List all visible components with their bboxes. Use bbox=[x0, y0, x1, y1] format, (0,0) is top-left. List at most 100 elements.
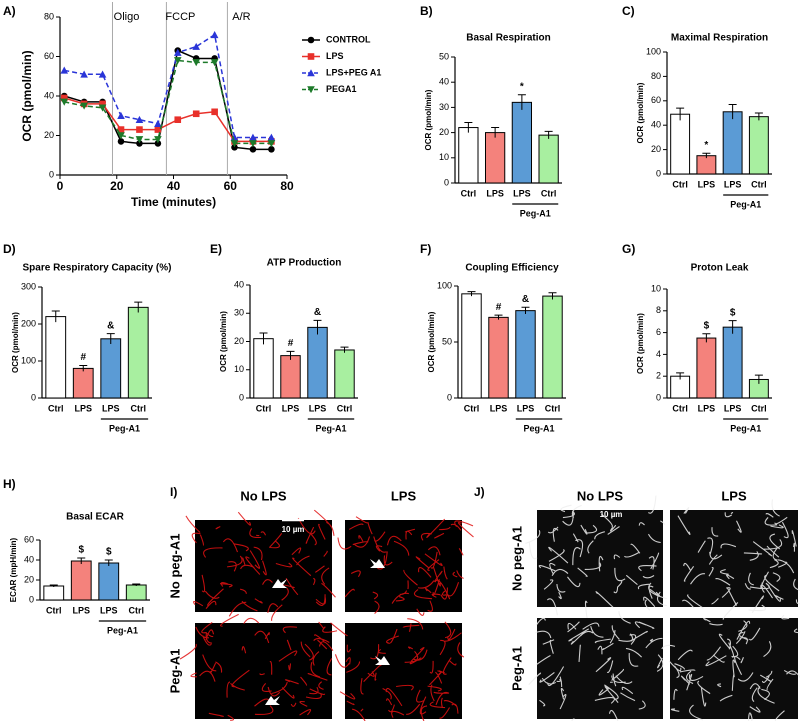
mitochondria bbox=[185, 509, 336, 621]
error-bar bbox=[49, 584, 58, 587]
error-bar bbox=[491, 127, 500, 138]
bar bbox=[70, 560, 92, 601]
y-tick-label: 0 bbox=[656, 392, 661, 402]
panel-label: I) bbox=[170, 485, 177, 499]
x-tick-label: LPS bbox=[282, 403, 300, 413]
x-tick-label: Ctrl bbox=[464, 403, 480, 413]
group-label: Peg-A1 bbox=[523, 423, 554, 433]
phase-label: Oligo bbox=[114, 11, 140, 23]
significance-label: $ bbox=[730, 307, 736, 318]
y-tick-label: 50 bbox=[439, 51, 449, 61]
data-point bbox=[210, 30, 219, 39]
error-bar bbox=[77, 557, 86, 564]
x-tick-label: LPS bbox=[698, 403, 716, 413]
mitochondria bbox=[528, 611, 664, 721]
group-label: Peg-A1 bbox=[107, 625, 138, 635]
x-tick-label: Ctrl bbox=[131, 403, 147, 413]
y-tick-label: 10 bbox=[439, 152, 449, 162]
error-bar bbox=[676, 107, 685, 121]
micrograph bbox=[670, 510, 798, 607]
y-tick-label: 0 bbox=[31, 392, 36, 402]
x-tick-label: LPS bbox=[724, 179, 742, 189]
chart-title: Spare Respiratory Capacity (%) bbox=[23, 263, 172, 274]
y-tick-label: 100 bbox=[437, 280, 452, 290]
error-bar bbox=[51, 310, 60, 323]
x-tick-label: Ctrl bbox=[751, 179, 767, 189]
error-bar bbox=[728, 103, 737, 120]
data-point bbox=[230, 140, 239, 148]
y-tick-label: 300 bbox=[21, 281, 36, 291]
bar bbox=[100, 338, 122, 399]
x-tick-label: Ctrl bbox=[46, 605, 62, 615]
y-axis-label: OCR (pmol/min) bbox=[636, 313, 645, 374]
significance-label: * bbox=[704, 140, 708, 151]
error-bar bbox=[106, 333, 115, 344]
legend-label: LPS+PEG A1 bbox=[326, 67, 381, 77]
y-tick-label: 200 bbox=[21, 318, 36, 328]
data-point bbox=[80, 70, 88, 78]
bar bbox=[307, 326, 328, 399]
group-label: Peg-A1 bbox=[315, 423, 346, 433]
significance-label: & bbox=[314, 307, 321, 318]
error-bar bbox=[340, 346, 349, 353]
bar bbox=[722, 326, 743, 399]
row-label: No peg-A1 bbox=[167, 534, 182, 599]
micrograph bbox=[195, 623, 332, 719]
x-tick-label: LPS bbox=[724, 403, 742, 413]
y-tick-label: 80 bbox=[651, 71, 661, 81]
bar bbox=[488, 316, 509, 399]
row-label: No peg-A1 bbox=[509, 526, 524, 591]
y-tick-label: 20 bbox=[44, 130, 54, 140]
group-label: Peg-A1 bbox=[730, 423, 761, 433]
x-axis-label: Time (minutes) bbox=[131, 195, 216, 209]
error-bar bbox=[286, 350, 295, 360]
chart-title: Basal Respiration bbox=[466, 33, 550, 44]
data-point bbox=[192, 42, 200, 50]
y-tick-label: 40 bbox=[44, 90, 54, 100]
data-point bbox=[210, 59, 219, 67]
micrograph bbox=[345, 623, 462, 719]
error-bar bbox=[134, 301, 143, 313]
error-bar bbox=[79, 364, 88, 372]
x-tick-label: 20 bbox=[110, 179, 124, 193]
bar bbox=[280, 355, 301, 399]
mitochondria bbox=[677, 499, 800, 614]
x-tick-label: LPS bbox=[486, 188, 504, 198]
y-axis-label: OCR (pmol/min) bbox=[424, 89, 433, 150]
row-label: Peg-A1 bbox=[509, 646, 524, 691]
x-tick-label: LPS bbox=[100, 605, 118, 615]
bar bbox=[461, 293, 482, 399]
chart-title: Basal ECAR bbox=[66, 512, 125, 523]
y-tick-label: 8 bbox=[656, 305, 661, 315]
data-point bbox=[154, 136, 162, 144]
error-bar bbox=[517, 94, 526, 110]
significance-label: $ bbox=[704, 320, 710, 331]
group-label: Peg-A1 bbox=[730, 199, 761, 209]
error-bar bbox=[676, 372, 685, 380]
data-point bbox=[154, 140, 162, 147]
bar bbox=[334, 349, 355, 399]
series-line bbox=[64, 59, 272, 145]
y-tick-label: 0 bbox=[239, 392, 244, 402]
bar bbox=[98, 562, 120, 601]
x-tick-label: LPS bbox=[513, 188, 531, 198]
y-axis-label: OCR (pmol/min) bbox=[11, 312, 20, 373]
panel-label: E) bbox=[210, 242, 222, 256]
data-point bbox=[231, 144, 238, 151]
data-point bbox=[154, 126, 162, 133]
significance-label: & bbox=[522, 294, 529, 305]
bar bbox=[722, 111, 743, 175]
data-point bbox=[99, 100, 106, 108]
panel-label: B) bbox=[420, 4, 433, 18]
data-point bbox=[173, 57, 182, 65]
error-bar bbox=[702, 333, 711, 343]
bar bbox=[72, 367, 94, 399]
y-axis-label: OCR (pmol/min) bbox=[219, 311, 228, 372]
y-axis-label: OCR (pmol/min) bbox=[636, 82, 645, 143]
y-tick-label: 0 bbox=[656, 168, 661, 178]
data-point bbox=[154, 119, 162, 127]
significance-label: $ bbox=[78, 545, 84, 556]
y-tick-label: 0 bbox=[444, 177, 449, 187]
x-tick-label: 40 bbox=[167, 179, 181, 193]
